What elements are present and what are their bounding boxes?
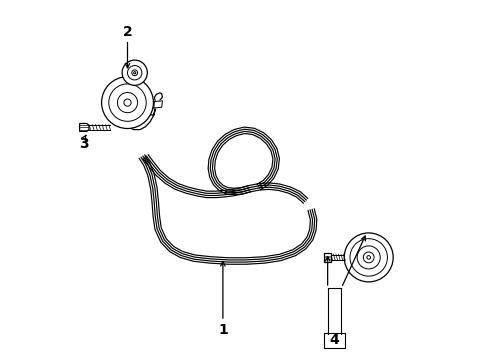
Circle shape bbox=[102, 77, 153, 129]
Text: 3: 3 bbox=[80, 137, 89, 151]
Circle shape bbox=[117, 93, 137, 113]
Circle shape bbox=[344, 233, 392, 282]
Text: 4: 4 bbox=[329, 333, 339, 347]
Circle shape bbox=[356, 246, 380, 269]
Circle shape bbox=[133, 72, 136, 74]
Polygon shape bbox=[80, 123, 89, 131]
Circle shape bbox=[127, 66, 142, 80]
Text: 2: 2 bbox=[122, 25, 132, 39]
Polygon shape bbox=[153, 101, 162, 108]
Circle shape bbox=[132, 70, 137, 76]
Circle shape bbox=[349, 239, 386, 276]
Text: 1: 1 bbox=[218, 324, 227, 337]
Circle shape bbox=[123, 99, 131, 106]
Circle shape bbox=[366, 256, 370, 259]
Polygon shape bbox=[324, 253, 330, 262]
Circle shape bbox=[108, 84, 146, 121]
Circle shape bbox=[122, 60, 147, 85]
Polygon shape bbox=[118, 93, 162, 130]
Circle shape bbox=[363, 252, 373, 263]
